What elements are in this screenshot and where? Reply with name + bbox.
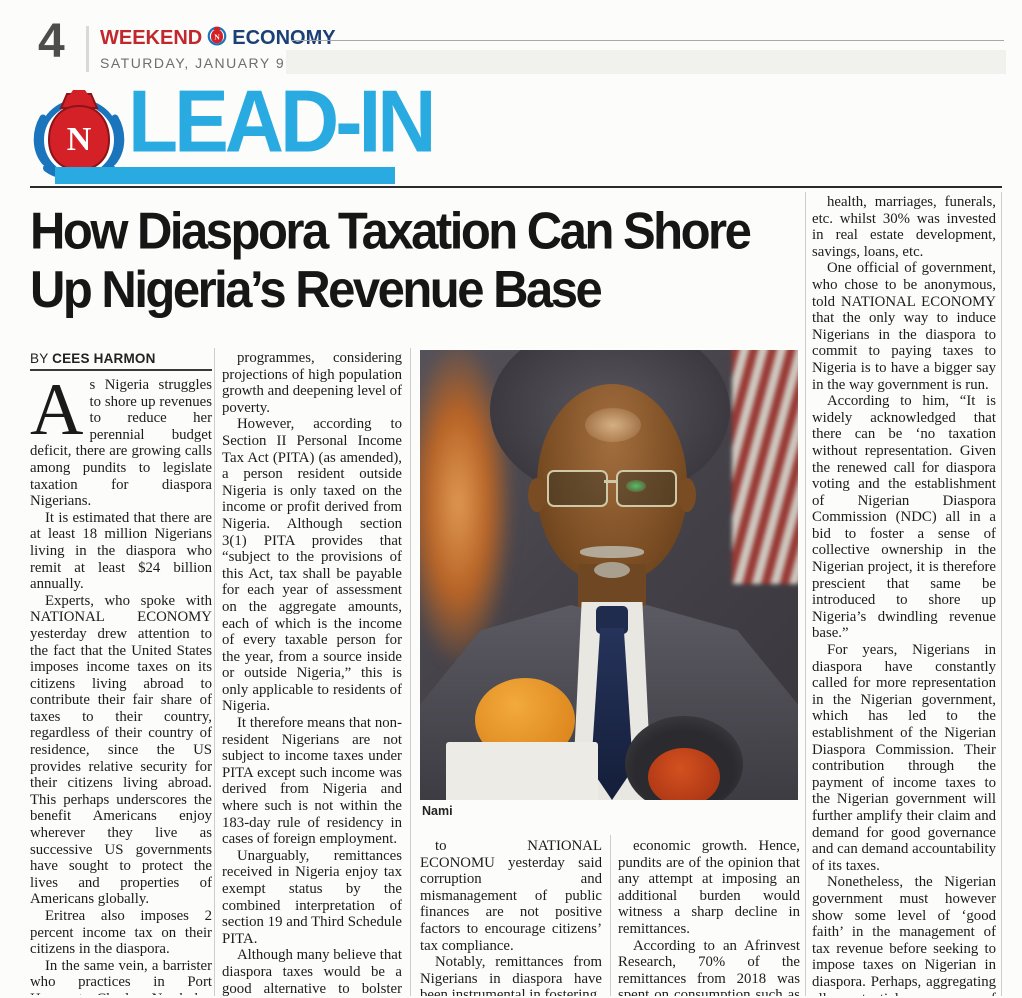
article-paragraph: health, marriages, funerals, etc. whilst… [812,194,996,260]
article-paragraph: Experts, who spoke with NATIONAL ECONOMY… [30,592,212,908]
article-column-3: to NATIONAL ECONOMU yesterday said corru… [420,838,602,996]
national-economy-logo: N [33,88,125,184]
column-1-paragraphs: It is estimated that there are at least … [30,510,212,995]
photo-ear [528,478,546,512]
article-column-5: health, marriages, funerals, etc. whilst… [812,194,996,996]
byline: BY CEES HARMON [30,351,156,366]
article-paragraph: One official of government, who chose to… [812,260,996,393]
article-paragraph: However, according to Section II Persona… [222,416,402,715]
article-paragraph: Eritrea also imposes 2 percent income ta… [30,908,212,958]
glasses-lens [616,470,677,507]
article-paragraph: It therefore means that non-resident Nig… [222,715,402,848]
photo-ear [678,478,696,512]
article-paragraph: According to him, “It is widely acknowle… [812,393,996,642]
masthead: WEEKEND N ECONOMY SATURDAY, JANUARY 9, 2… [100,24,336,72]
article-paragraph: It is estimated that there are at least … [30,509,212,593]
masthead-date: SATURDAY, JANUARY 9, 2021 [100,55,334,71]
article-column-2: programmes, considering projections of h… [222,350,402,996]
column-divider [1001,192,1002,996]
article-column-4: economic growth. Hence, pundits are of t… [618,838,800,996]
page-number: 4 [38,15,65,68]
article-photo [420,350,798,800]
headline-line-2: Up Nigeria’s Revenue Base [30,261,603,319]
article-headline: How Diaspora Taxation Can Shore Up Niger… [30,203,820,319]
byline-author: CEES HARMON [52,351,156,366]
section-title: LEAD-IN [128,72,437,171]
byline-rule [30,369,212,371]
svg-text:N: N [67,121,92,158]
masthead-strip [286,50,1006,74]
article-paragraph: to NATIONAL ECONOMU yesterday said corru… [420,838,602,954]
article-paragraph: economic growth. Hence, pundits are of t… [618,838,800,937]
masthead-title: WEEKEND N ECONOMY [100,24,336,52]
moneybag-icon: N [206,24,228,52]
photo-caption: Nami [422,804,453,818]
column-divider [410,348,411,996]
article-paragraph: According to an Afrinvest Research, 70% … [618,937,800,996]
glasses-lens [547,470,608,507]
column-divider [805,192,806,996]
glasses-bridge [604,480,618,483]
section-underline-bar [55,167,395,184]
drop-cap: A [30,377,84,451]
article-paragraph: Notably, remittances from Nigerians in d… [420,954,602,996]
masthead-divider [86,26,89,72]
article-paragraph: Although many believe that diaspora taxe… [222,947,402,996]
article-paragraph: programmes, considering projections of h… [222,350,402,416]
masthead-weekend: WEEKEND [100,26,203,49]
headline-line-1: How Diaspora Taxation Can Shore [30,203,752,261]
column-divider [214,348,215,996]
photo-glasses [547,470,677,507]
photo-goatee [594,562,630,578]
article-paragraph: Nonetheless, the Nigerian government mus… [812,874,996,996]
masthead-rule [292,40,1004,41]
masthead-economy: ECONOMY [232,26,336,49]
byline-prefix: BY [30,351,53,366]
photo-mustache [580,546,644,558]
article-paragraph: Unarguably, remittances received in Nige… [222,847,402,947]
column-divider [610,835,611,996]
article-paragraph: For years, Nigerians in diaspora have co… [812,642,996,874]
svg-text:N: N [214,32,220,41]
photo-microphone-foam-red [648,748,720,800]
lead-paragraph-text: s Nigeria struggles to shore up revenues… [30,377,212,510]
article-paragraph: In the same vein, a barrister who practi… [30,957,212,995]
photo-microphone-flag-box [446,742,598,800]
section-rule [30,186,1002,188]
photo-forehead-highlight [585,408,641,442]
photo-flag-background [732,350,798,584]
